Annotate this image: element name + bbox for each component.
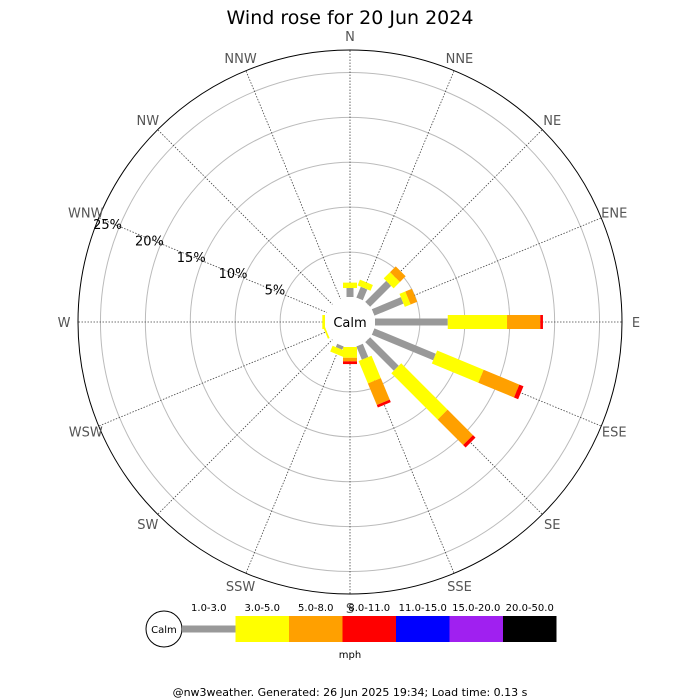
direction-labels: N NNE NE ENE E ESE SE SSE S SSW SW WSW W WNW NW NNW: [58, 30, 641, 617]
direction-label: SE: [544, 518, 560, 533]
bar-segment: [376, 399, 391, 408]
bar-segment: [365, 280, 392, 307]
bar-segment: [356, 343, 369, 360]
direction-label: ESE: [602, 425, 627, 440]
direction-axis: [245, 321, 351, 574]
legend-calm-label: Calm: [151, 625, 177, 636]
direction-label: SSW: [226, 580, 256, 595]
bar-segment: [358, 355, 381, 384]
bar-segment: [463, 435, 476, 448]
bar-segment: [383, 272, 400, 289]
legend-swatch: [342, 616, 396, 642]
legend-swatch: [503, 616, 557, 642]
legend-swatches: 1.0-3.0 3.0-5.0 5.0-8.0 8.0-11.0 11.0-15.0 15…: [182, 603, 557, 642]
ring-percent-label: 10%: [219, 267, 248, 282]
direction-label: W: [58, 316, 71, 331]
direction-axis: [157, 129, 351, 323]
ring-percent-label: 20%: [135, 234, 164, 249]
direction-label: ENE: [601, 207, 627, 222]
bar-segment: [391, 363, 448, 420]
direction-label: N: [345, 30, 355, 45]
bar-segment: [437, 409, 473, 445]
legend-swatch: [449, 616, 503, 642]
direction-axis: [157, 321, 351, 515]
legend-swatch: [396, 616, 450, 642]
ring-percent-label: 25%: [93, 218, 122, 233]
ring-percent-label: 15%: [177, 251, 206, 266]
legend-range-label: 20.0-50.0: [506, 603, 554, 614]
ring-percent-label: 5%: [265, 284, 286, 299]
legend-range-label: 15.0-20.0: [452, 603, 500, 614]
legend-unit-label: mph: [339, 650, 361, 661]
direction-label: NNE: [446, 52, 474, 67]
calm-circle-group: Calm: [325, 297, 375, 347]
chart-title: Wind rose for 20 Jun 2024: [227, 7, 474, 29]
direction-label: WSW: [69, 425, 103, 440]
outer-ring: [77, 49, 623, 595]
bar-segment: [399, 291, 411, 307]
speed-legend: Calm 1.0-3.0 3.0-5.0 5.0-8.0 8.0-11.0 11.0-1…: [145, 603, 557, 661]
bar-segment: [478, 369, 520, 398]
direction-label: NNW: [224, 52, 256, 67]
bar-segment: [335, 343, 344, 350]
bar-segment: [431, 350, 484, 383]
legend-range-label: 1.0-3.0: [191, 603, 226, 614]
bar-segment: [405, 288, 418, 305]
direction-label: NW: [136, 114, 159, 129]
direction-axis: [98, 217, 351, 323]
calm-circle: [325, 297, 375, 347]
legend-range-label: 11.0-15.0: [399, 603, 447, 614]
direction-label: SW: [137, 518, 158, 533]
bar-segment: [371, 328, 436, 361]
bar-segment: [367, 378, 390, 406]
direction-label: SSE: [447, 580, 472, 595]
direction-axis: [245, 70, 351, 323]
wind-bars: [322, 266, 543, 448]
direction-axis: [349, 70, 455, 323]
direction-label: E: [632, 316, 640, 331]
bar-segment: [356, 286, 368, 301]
bar-segment: [322, 325, 330, 339]
calm-label: Calm: [333, 316, 366, 331]
bar-segment: [371, 297, 404, 316]
bar-segment: [513, 384, 524, 400]
bar-segment: [330, 345, 346, 357]
bar-segment: [365, 337, 399, 371]
legend-range-label: 3.0-5.0: [245, 603, 280, 614]
direction-label: WNW: [68, 207, 104, 222]
bar-segment: [357, 279, 373, 291]
ring-percent-labels: 5% 10% 15% 20% 25%: [93, 218, 285, 298]
footer-text: @nw3weather. Generated: 26 Jun 2025 19:3…: [173, 686, 528, 699]
legend-range-label: 8.0-11.0: [348, 603, 390, 614]
legend-swatch: [235, 616, 289, 642]
direction-label: NE: [543, 114, 561, 129]
bar-segment: [390, 266, 406, 282]
legend-swatch: [289, 616, 343, 642]
legend-range-label: 5.0-8.0: [298, 603, 333, 614]
direction-label: S: [346, 602, 354, 617]
direction-axis: [98, 321, 351, 427]
